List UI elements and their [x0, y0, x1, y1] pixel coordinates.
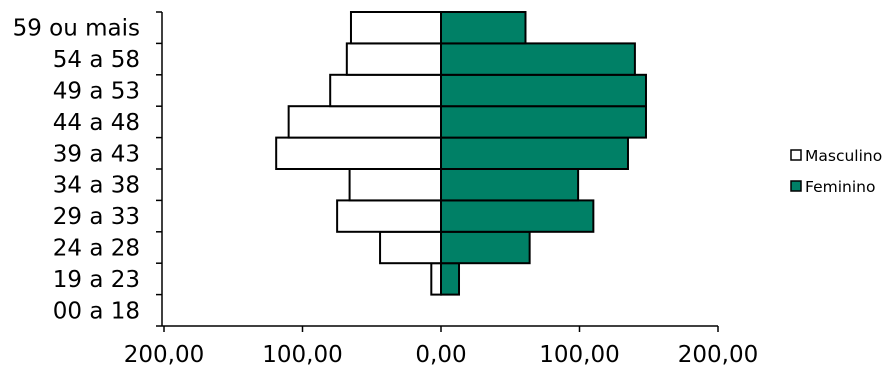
- legend-label-feminino: Feminino: [805, 178, 875, 196]
- y-tick-label: 19 a 23: [53, 267, 140, 293]
- y-tick-label: 39 a 43: [53, 141, 140, 167]
- axes-group: [156, 11, 719, 332]
- bar-masculino-44-a-48: [287, 105, 442, 139]
- bar-masculino-39-a-43: [275, 136, 442, 171]
- bar-masculino-19-a-23: [430, 262, 442, 296]
- legend-swatch-masculino: [790, 149, 802, 161]
- bar-feminino-44-a-48: [440, 105, 647, 139]
- x-tick-label: 100,00: [262, 342, 342, 368]
- x-tick-labels: 200,00 100,00 0,00 100,00 200,00: [124, 342, 758, 368]
- bar-masculino-29-a-33: [336, 199, 442, 233]
- y-tick-label: 24 a 28: [53, 236, 140, 262]
- y-tick-label: 44 a 48: [53, 110, 140, 136]
- bar-feminino-49-a-53: [440, 73, 647, 108]
- bar-masculino-24-a-28: [379, 230, 442, 265]
- bar-feminino-54-a-58: [440, 42, 636, 76]
- x-tick-label: 100,00: [539, 342, 619, 368]
- y-tick-labels: 00 a 18 19 a 23 24 a 28 29 a 33 34 a 38 39 a …: [13, 16, 140, 325]
- bar-masculino-54-a-58: [345, 42, 443, 76]
- y-tick-label: 29 a 33: [53, 204, 140, 230]
- bar-feminino-34-a-38: [440, 168, 580, 202]
- x-tick-label: 200,00: [678, 342, 758, 368]
- bars-group: [275, 11, 647, 296]
- legend-swatch-feminino: [790, 180, 802, 192]
- legend-label-masculino: Masculino: [805, 147, 882, 165]
- bar-feminino-24-a-28: [440, 230, 531, 265]
- bar-masculino-59-ou-mais: [349, 11, 443, 45]
- bar-feminino-39-a-43: [440, 136, 629, 171]
- x-tick-label: 200,00: [124, 342, 204, 368]
- x-tick-label: 0,00: [415, 342, 466, 368]
- bar-feminino-29-a-33: [440, 199, 595, 233]
- bar-masculino-49-a-53: [329, 73, 443, 108]
- y-tick-label: 59 ou mais: [13, 16, 140, 42]
- bar-masculino-34-a-38: [348, 168, 442, 202]
- bar-feminino-19-a-23: [440, 262, 461, 296]
- y-tick-label: 00 a 18: [53, 298, 140, 324]
- legend: Masculino Feminino: [790, 147, 882, 196]
- y-tick-label: 34 a 38: [53, 173, 140, 199]
- bar-feminino-59-ou-mais: [440, 11, 527, 45]
- y-tick-label: 49 a 53: [53, 79, 140, 105]
- y-tick-label: 54 a 58: [53, 47, 140, 73]
